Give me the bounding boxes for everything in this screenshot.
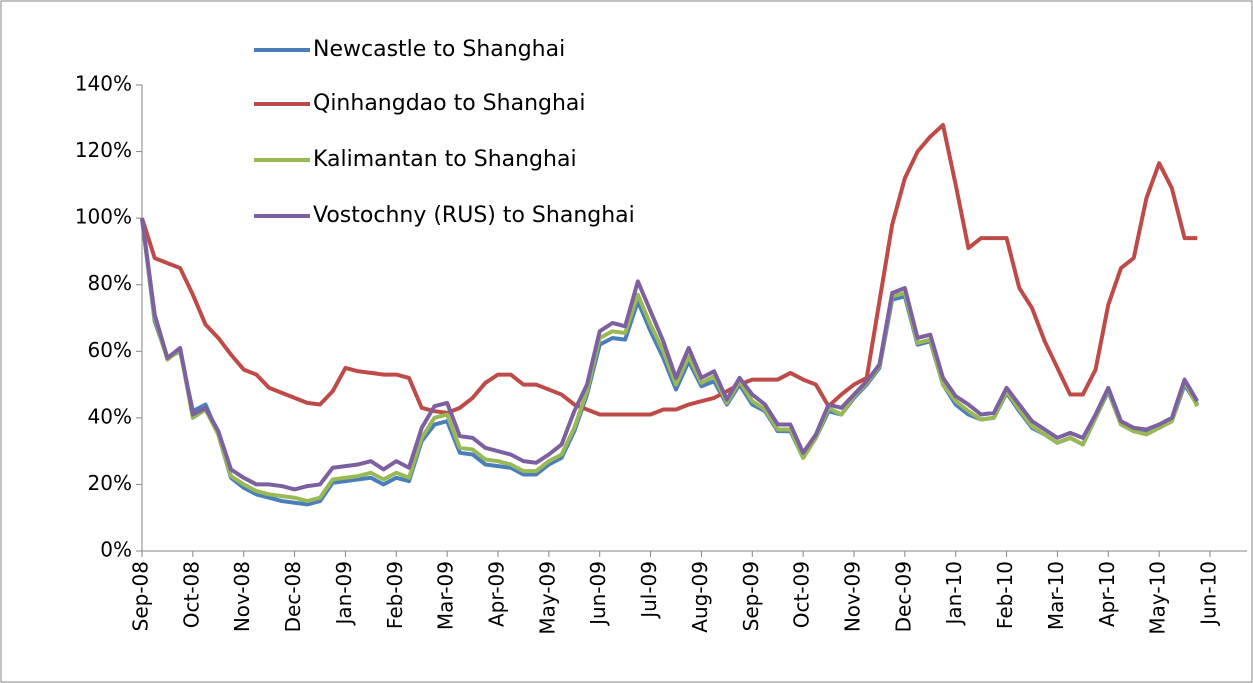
x-tick-label: Dec-08 (281, 561, 305, 632)
legend-label: Kalimantan to Shanghai (313, 147, 577, 172)
x-tick-label: Jan-10 (942, 561, 966, 627)
x-tick-label: Mar-10 (1044, 561, 1068, 630)
x-tick-label: Apr-10 (1095, 561, 1119, 627)
series-line (140, 122, 1198, 417)
y-tick-label: 20% (88, 471, 132, 495)
x-tick-label: Apr-09 (485, 561, 509, 627)
x-tick-label: Nov-09 (841, 561, 865, 632)
legend-label: Newcastle to Shanghai (313, 37, 565, 62)
y-tick-label: 120% (75, 138, 132, 162)
x-tick-label: Oct-08 (179, 561, 203, 628)
x-tick-label: Nov-08 (230, 561, 254, 632)
x-tick-label: Aug-09 (688, 561, 712, 633)
x-tick-label: Feb-10 (993, 561, 1017, 629)
x-tick-label: Jun-10 (1197, 561, 1221, 627)
x-tick-label: May-10 (1146, 561, 1170, 635)
y-tick-label: 60% (88, 338, 132, 362)
x-tick-label: Feb-09 (383, 561, 407, 629)
legend-label: Qinhangdao to Shanghai (313, 91, 586, 116)
x-tick-label: May-09 (535, 561, 559, 635)
x-tick-label: Jan-09 (332, 561, 356, 627)
y-tick-label: 40% (88, 404, 132, 428)
y-tick-label: 0% (100, 538, 132, 562)
y-tick-label: 100% (75, 205, 132, 229)
series-line (140, 217, 1200, 504)
x-tick-label: Jul-09 (637, 561, 661, 620)
x-tick-label: Jun-09 (586, 561, 610, 627)
series-line (140, 217, 1200, 492)
x-tick-label: Oct-09 (790, 561, 814, 628)
x-tick-label: Dec-09 (891, 561, 915, 632)
y-tick-label: 80% (88, 271, 132, 295)
x-tick-label: Sep-08 (129, 561, 153, 631)
x-tick-label: Sep-09 (739, 561, 763, 631)
y-tick-label: 140% (75, 72, 132, 96)
legend-label: Vostochny (RUS) to Shanghai (313, 203, 635, 228)
x-tick-label: Mar-09 (434, 561, 458, 630)
